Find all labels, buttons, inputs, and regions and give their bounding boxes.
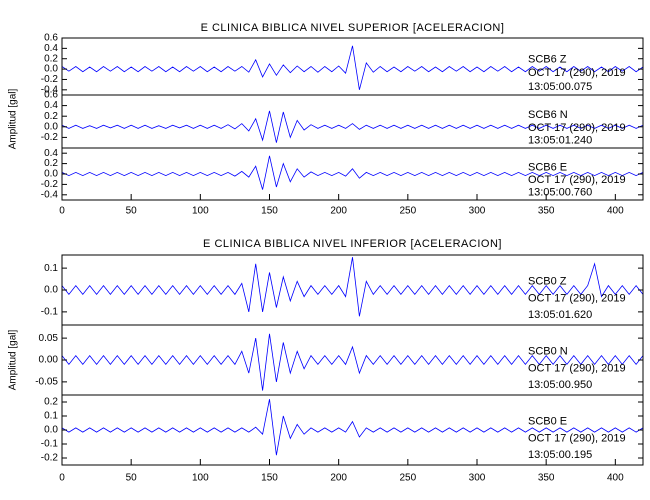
x-tick-label: 350 [538,473,555,484]
x-tick-label: 150 [261,206,278,217]
x-tick-label: 250 [399,473,416,484]
station-label: SCB0 E [528,416,567,428]
station-label: SCB0 N [528,346,568,358]
y-axis-label: Amplitud [gal] [8,88,19,149]
trace [62,110,643,143]
y-tick-label: 0.1 [44,263,58,274]
chart-title: E CLINICA BIBLICA NIVEL INFERIOR [ACELER… [203,238,502,250]
x-tick-label: 100 [192,473,209,484]
y-tick-label: 0.2 [44,397,58,408]
time-label: 13:05:00.195 [528,449,592,461]
x-tick-label: 200 [330,473,347,484]
x-tick-label: 200 [330,206,347,217]
date-label: OCT 17 (290), 2019 [528,174,626,186]
x-tick-label: 300 [469,473,486,484]
y-tick-label: 0.0 [44,285,58,296]
trace [62,155,643,190]
trace [62,399,643,456]
y-tick-label: 0.2 [44,53,58,64]
y-tick-label: 0.0 [44,64,58,75]
x-tick-label: 150 [261,473,278,484]
y-tick-label: 0.4 [44,148,58,159]
x-tick-label: 350 [538,206,555,217]
y-tick-label: -0.2 [41,453,59,464]
time-label: 13:05:00.760 [528,187,592,199]
y-tick-label: 0.05 [39,333,59,344]
trace [62,333,643,391]
x-tick-label: 400 [607,473,624,484]
x-tick-label: 300 [469,206,486,217]
date-label: OCT 17 (290), 2019 [528,122,626,134]
y-tick-label: -0.2 [41,74,59,85]
x-tick-label: 0 [59,206,65,217]
y-tick-label: 0.1 [44,411,58,422]
y-tick-label: -0.2 [41,132,59,143]
y-tick-label: -0.4 [41,189,59,200]
station-label: SCB6 E [528,162,567,174]
y-tick-label: 0.00 [39,355,59,366]
date-label: OCT 17 (290), 2019 [528,362,626,374]
time-label: 13:05:00.075 [528,81,592,93]
x-tick-label: 50 [126,473,138,484]
station-label: SCB6 N [528,109,568,121]
y-tick-label: -0.1 [41,307,59,318]
trace [62,257,643,317]
y-tick-label: -0.1 [41,439,59,450]
x-tick-label: 250 [399,206,416,217]
date-label: OCT 17 (290), 2019 [528,67,626,79]
date-label: OCT 17 (290), 2019 [528,292,626,304]
x-tick-label: 100 [192,206,209,217]
time-label: 13:05:01.240 [528,134,592,146]
y-tick-label: -0.2 [41,179,59,190]
x-tick-label: 50 [126,206,138,217]
time-label: 13:05:00.950 [528,379,592,391]
chart-title: E CLINICA BIBLICA NIVEL SUPERIOR [ACELER… [201,22,505,34]
y-tick-label: 0.4 [44,100,58,111]
y-tick-label: -0.05 [35,377,58,388]
y-tick-label: -0.4 [41,84,59,95]
y-tick-label: 0.0 [44,121,58,132]
station-label: SCB0 Z [528,276,567,288]
time-label: 13:05:01.620 [528,309,592,321]
y-tick-label: 0.0 [44,425,58,436]
trace [62,45,643,90]
y-tick-label: 0.0 [44,169,58,180]
y-tick-label: 0.2 [44,158,58,169]
y-axis-label: Amplitud [gal] [8,329,19,390]
x-tick-label: 400 [607,206,624,217]
y-tick-label: 0.4 [44,43,58,54]
station-label: SCB6 Z [528,54,567,66]
y-tick-label: 0.2 [44,111,58,122]
date-label: OCT 17 (290), 2019 [528,432,626,444]
y-tick-label: 0.6 [44,90,58,101]
x-tick-label: 0 [59,473,65,484]
y-tick-label: 0.6 [44,33,58,44]
